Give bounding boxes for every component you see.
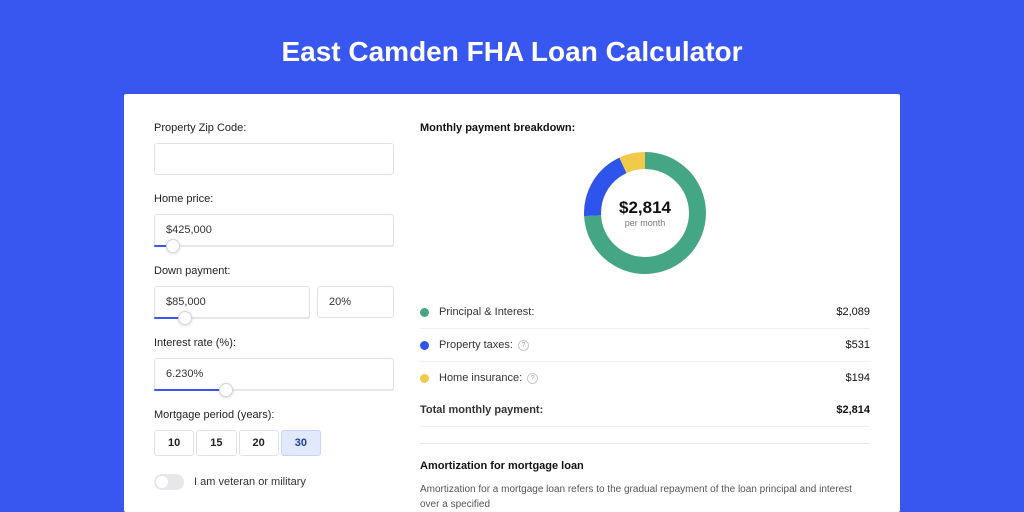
rate-field: Interest rate (%): (154, 337, 394, 391)
donut-amount: $2,814 (619, 198, 671, 218)
legend-value: $194 (846, 372, 870, 384)
price-slider[interactable] (154, 245, 394, 247)
breakdown-panel: Monthly payment breakdown: $2,814 per mo… (420, 122, 870, 512)
toggle-knob[interactable] (154, 474, 184, 490)
down-label: Down payment: (154, 265, 394, 277)
down-slider[interactable] (154, 317, 310, 319)
help-icon[interactable]: ? (527, 373, 538, 384)
legend-value: $2,089 (836, 306, 870, 318)
amort-text: Amortization for a mortgage loan refers … (420, 482, 870, 512)
legend-label: Property taxes: (439, 339, 513, 351)
legend-item: Principal & Interest: $2,089 (420, 296, 870, 329)
calculator-card: Property Zip Code: Home price: Down paym… (124, 94, 900, 512)
total-label: Total monthly payment: (420, 404, 543, 416)
legend-label: Home insurance: (439, 372, 522, 384)
total-row: Total monthly payment: $2,814 (420, 394, 870, 427)
donut-sub: per month (625, 218, 666, 228)
donut-chart: $2,814 per month (584, 152, 706, 274)
amortization-section: Amortization for mortgage loan Amortizat… (420, 443, 870, 512)
price-input[interactable] (154, 214, 394, 246)
price-label: Home price: (154, 193, 394, 205)
legend-dot-icon (420, 308, 429, 317)
legend-item: Home insurance:? $194 (420, 362, 870, 394)
legend-list: Principal & Interest: $2,089 Property taxe… (420, 296, 870, 394)
period-option-20[interactable]: 20 (239, 430, 279, 456)
price-field: Home price: (154, 193, 394, 247)
legend-label: Principal & Interest: (439, 306, 534, 318)
down-field: Down payment: (154, 265, 394, 319)
legend-item: Property taxes:? $531 (420, 329, 870, 362)
down-pct-input[interactable] (317, 286, 394, 318)
zip-input[interactable] (154, 143, 394, 175)
veteran-toggle[interactable]: I am veteran or military (154, 474, 394, 490)
help-icon[interactable]: ? (518, 340, 529, 351)
form-panel: Property Zip Code: Home price: Down paym… (154, 122, 394, 512)
page-title: East Camden FHA Loan Calculator (0, 0, 1024, 68)
period-option-30[interactable]: 30 (281, 430, 321, 456)
breakdown-title: Monthly payment breakdown: (420, 122, 870, 134)
rate-slider[interactable] (154, 389, 394, 391)
zip-label: Property Zip Code: (154, 122, 394, 134)
rate-label: Interest rate (%): (154, 337, 394, 349)
legend-dot-icon (420, 341, 429, 350)
legend-value: $531 (846, 339, 870, 351)
legend-dot-icon (420, 374, 429, 383)
donut-center: $2,814 per month (584, 152, 706, 274)
rate-input[interactable] (154, 358, 394, 390)
period-option-10[interactable]: 10 (154, 430, 194, 456)
period-field: Mortgage period (years): 10152030 (154, 409, 394, 456)
zip-field: Property Zip Code: (154, 122, 394, 175)
down-amount-input[interactable] (154, 286, 310, 318)
card-outer: Property Zip Code: Home price: Down paym… (118, 88, 906, 512)
amort-title: Amortization for mortgage loan (420, 460, 870, 472)
total-value: $2,814 (836, 404, 870, 416)
period-option-15[interactable]: 15 (196, 430, 236, 456)
period-segmented: 10152030 (154, 430, 394, 456)
toggle-label: I am veteran or military (194, 476, 306, 488)
period-label: Mortgage period (years): (154, 409, 394, 421)
